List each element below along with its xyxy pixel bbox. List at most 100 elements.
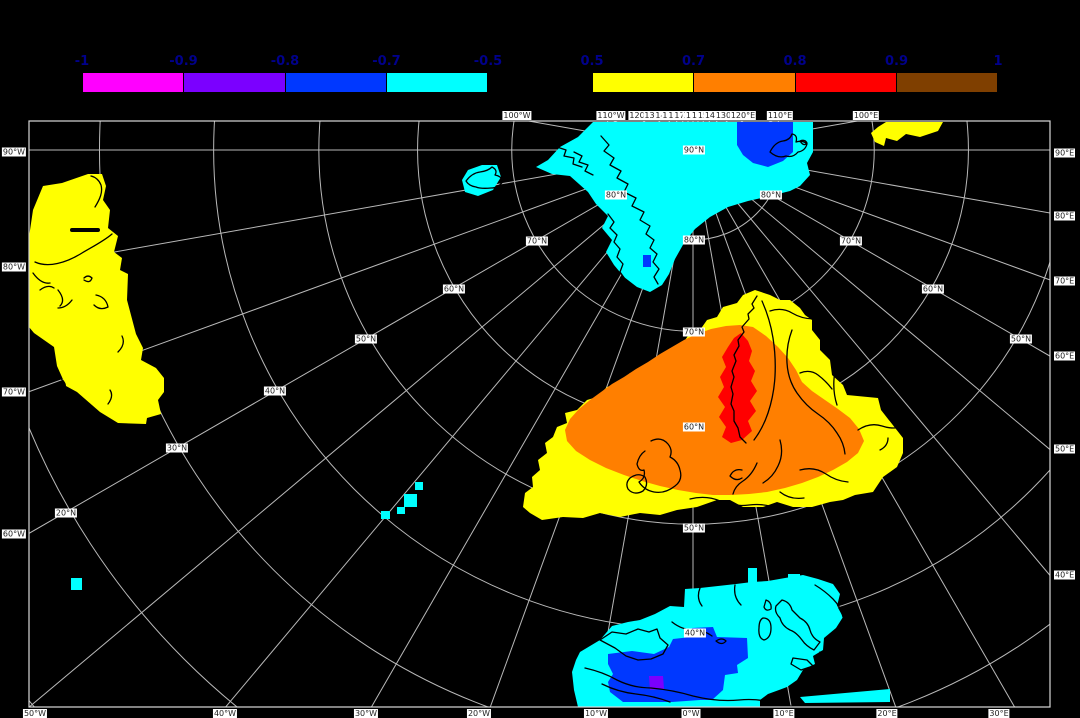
graticule-label: 10°W — [583, 709, 609, 718]
graticule-label: 40°W — [212, 709, 238, 718]
colorbar-tick-label: 0.8 — [783, 54, 807, 69]
atlantic-cyan-spec — [404, 494, 417, 507]
uk-ireland-coast — [626, 438, 682, 494]
map-background — [29, 121, 1050, 707]
arctic-blue-region — [737, 122, 793, 167]
graticule-label: 40°N — [683, 628, 707, 638]
colorbar-tick-label: -0.7 — [372, 54, 401, 69]
graticule-label: 130°E — [714, 111, 742, 120]
graticule-label: 90°E — [1054, 148, 1076, 158]
atlantic-cyan-spec — [71, 578, 82, 590]
colorbar-tick-label: 1 — [993, 54, 1003, 69]
graticule-label: 0°W — [681, 709, 701, 718]
norway-coast — [730, 295, 758, 444]
greenland-coast — [556, 135, 660, 285]
colorbar-segment — [694, 73, 796, 92]
graticule-label: 120°E — [729, 111, 757, 120]
graticule-label: 70°E — [1054, 276, 1076, 286]
europe-north-coast — [689, 491, 805, 510]
colorbar-segment — [285, 73, 387, 92]
meridian-line — [224, 149, 694, 707]
meridian-line — [692, 149, 1050, 451]
graticule-label: 50°N — [682, 523, 706, 533]
atlantic-cyan-spec — [415, 482, 423, 490]
graticule-label: 20°W — [466, 709, 492, 718]
graticule-label: 30°N — [165, 443, 189, 453]
africa-coast — [584, 651, 827, 707]
norway-red-region — [718, 333, 757, 443]
graticule-label: 10°E — [773, 709, 795, 718]
graticule-label: 90°N — [682, 145, 706, 155]
severnaya-yellow-region — [871, 122, 943, 146]
graticule-label: 80°E — [1054, 211, 1076, 221]
meridian-line — [370, 149, 694, 707]
finland-baltic-coast — [762, 329, 846, 484]
arctic-cyan-region — [536, 122, 813, 292]
scandinavia-orange-region — [565, 325, 864, 495]
graticule-label: 80°W — [1, 262, 26, 272]
graticule-label: 80°N — [604, 190, 628, 200]
graticule-label: 30°W — [353, 709, 379, 718]
canada-yellow-region — [29, 174, 164, 424]
graticule-label: 80°N — [759, 190, 783, 200]
graticule-label: 60°N — [682, 422, 706, 432]
meridian-line — [692, 149, 1050, 577]
med-cyan-spec — [748, 568, 757, 590]
med-cyan-wedge-region — [800, 689, 890, 703]
colorbar-segment — [795, 73, 897, 92]
graticule-label: 60°E — [1054, 351, 1076, 361]
greenland-blue-spec — [643, 255, 651, 267]
colorbar-tick-label: -0.9 — [169, 54, 198, 69]
med-cyan-spec — [788, 574, 800, 585]
meridian-line — [29, 149, 694, 707]
italy-coast — [715, 599, 821, 671]
graticule-label: 70°N — [682, 327, 706, 337]
russia-lakes — [857, 424, 905, 451]
graticule-label: 40°E — [1054, 570, 1076, 580]
colorbar-tick-label: 0.9 — [884, 54, 909, 69]
meridian-line — [692, 149, 1050, 357]
colorbar-segment — [184, 73, 286, 92]
graticule-label: 50°N — [1009, 334, 1033, 344]
graticule-label: 50°W — [22, 709, 48, 718]
graticule-label: 70°N — [839, 236, 863, 246]
adriatic-coast — [814, 584, 844, 618]
graticule-label: 120°W — [628, 111, 658, 120]
med-purple-region — [649, 676, 664, 690]
negative-scale-colorbar — [82, 72, 488, 93]
graticule-label: 60°W — [1, 529, 26, 539]
colorbar-tick-label: -1 — [74, 54, 90, 69]
canada-coast — [32, 175, 124, 405]
coastlines — [32, 133, 905, 707]
graticule-label: 40°N — [263, 386, 287, 396]
meridian-line — [692, 149, 1050, 281]
meridian-line — [29, 149, 694, 534]
atlantic-cyan-spec — [397, 507, 405, 514]
colorbar-tick-label: -0.8 — [270, 54, 300, 69]
meridian-line — [489, 149, 694, 707]
atlantic-cyan-spec — [381, 511, 390, 519]
graticule-label: 100°W — [502, 111, 532, 120]
colorbar-tick-label: 0.7 — [681, 54, 706, 69]
colorbar-tick-label: -0.5 — [473, 54, 503, 69]
colorbar-segment — [593, 73, 695, 92]
map-frame — [28, 120, 1051, 708]
colorbar-tick-label: 0.5 — [580, 54, 604, 69]
graticule-label: 110°W — [596, 111, 626, 120]
med-blue-region — [608, 627, 748, 702]
graticule-label: 100°E — [852, 111, 880, 120]
graticule-label: 70°W — [1, 387, 26, 397]
positive-scale-colorbar — [592, 72, 998, 93]
graticule-label: 50°N — [354, 334, 378, 344]
graticule-label: 110°E — [766, 111, 794, 120]
denmark-baltic-coast — [729, 462, 849, 495]
graticule-label: 70°N — [525, 236, 549, 246]
graticule-label: 20°E — [876, 709, 898, 718]
iberia-coast — [599, 628, 669, 661]
meridian-line — [692, 149, 1050, 214]
graticule-label: 80°N — [682, 235, 706, 245]
graticule-label: 60°N — [921, 284, 945, 294]
graticule-label: 60°N — [442, 284, 466, 294]
colorbar-segment — [896, 73, 997, 92]
